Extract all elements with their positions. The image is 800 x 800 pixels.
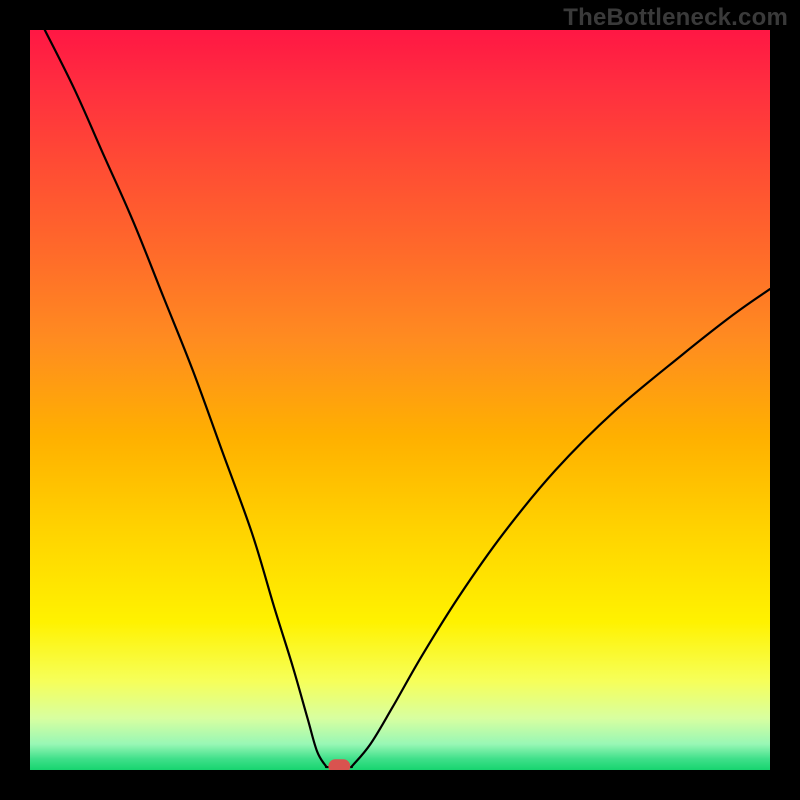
plot-area bbox=[30, 30, 770, 770]
valley-marker bbox=[328, 759, 350, 770]
watermark-text: TheBottleneck.com bbox=[563, 4, 788, 32]
gradient-background bbox=[30, 30, 770, 770]
outer-frame: TheBottleneck.com bbox=[0, 0, 800, 800]
chart-svg bbox=[30, 30, 770, 770]
